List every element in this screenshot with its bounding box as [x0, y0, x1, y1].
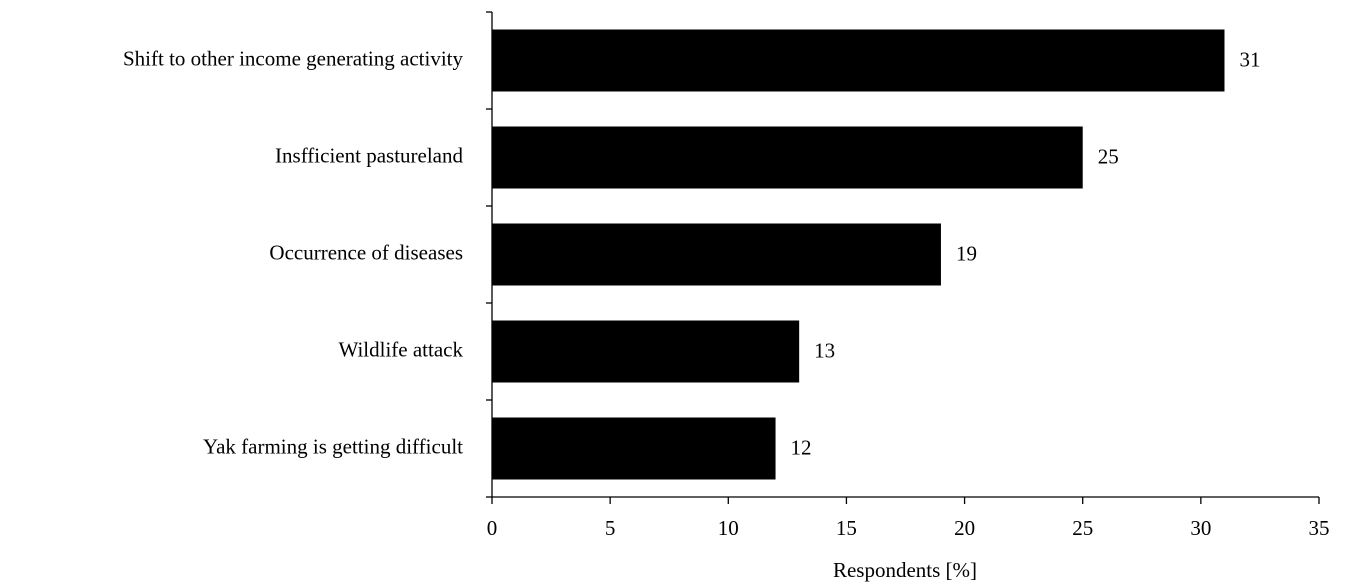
x-tick-label: 35	[1309, 516, 1330, 540]
y-tick-label: Wildlife attack	[338, 337, 463, 361]
x-tick-label: 25	[1072, 516, 1093, 540]
x-tick-label: 5	[605, 516, 616, 540]
y-tick-label: Occurrence of diseases	[269, 240, 463, 264]
data-label: 12	[791, 435, 812, 459]
x-axis-label: Respondents [%]	[833, 558, 977, 582]
bar	[492, 29, 1225, 92]
y-tick-label: Insfficient pastureland	[275, 143, 463, 167]
x-tick-label: 30	[1190, 516, 1211, 540]
bar	[492, 223, 941, 286]
bar	[492, 417, 776, 480]
y-tick-label: Shift to other income generating activit…	[123, 46, 463, 70]
x-tick-label: 0	[487, 516, 498, 540]
data-label: 13	[814, 338, 835, 362]
bar	[492, 320, 800, 383]
y-tick-label: Yak farming is getting difficult	[203, 434, 463, 458]
x-tick-label: 20	[954, 516, 975, 540]
bar	[492, 126, 1083, 189]
x-tick-label: 15	[836, 516, 857, 540]
data-label: 25	[1098, 144, 1119, 168]
x-tick-label: 10	[718, 516, 739, 540]
data-label: 19	[956, 241, 977, 265]
data-label: 31	[1239, 47, 1260, 71]
